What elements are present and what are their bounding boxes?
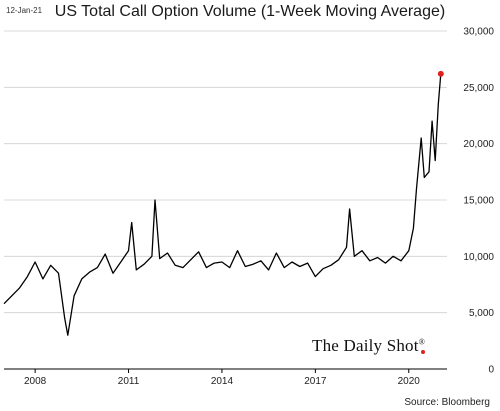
- brand-logo-dot: [421, 350, 425, 354]
- y-tick-label: 15,000: [463, 196, 494, 207]
- y-tick-label: 0: [488, 365, 494, 376]
- x-tick-label: 2020: [398, 376, 421, 387]
- chart-title: US Total Call Option Volume (1-Week Movi…: [54, 3, 446, 20]
- y-tick-label: 25,000: [463, 83, 494, 94]
- source-note: Source: Bloomberg: [404, 397, 490, 408]
- brand-logo: The Daily Shot®: [312, 336, 425, 355]
- gridlines: [4, 30, 447, 314]
- last-value-marker: [437, 70, 444, 77]
- x-tick-label: 2008: [24, 376, 47, 387]
- date-stamp: 12-Jan-21: [6, 6, 43, 15]
- y-axis: 0 5,000 10,000 15,000 20,000 25,000 30,000: [463, 27, 494, 376]
- y-tick-label: 20,000: [463, 139, 494, 150]
- y-tick-label: 30,000: [463, 27, 494, 38]
- y-tick-label: 10,000: [463, 252, 494, 263]
- x-tick-label: 2011: [118, 376, 140, 387]
- x-tick-label: 2014: [211, 376, 234, 387]
- y-tick-label: 5,000: [469, 308, 494, 319]
- x-axis: 2008 2011 2014 2017 2020: [24, 369, 420, 387]
- x-tick-label: 2017: [304, 376, 327, 387]
- series-line: [3, 73, 442, 336]
